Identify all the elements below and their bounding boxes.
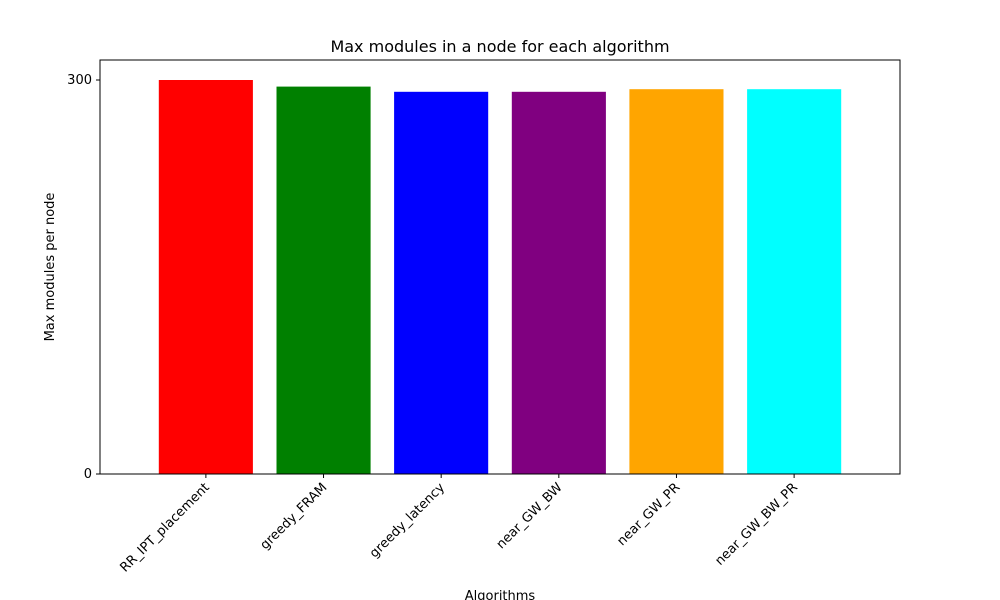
bars xyxy=(158,80,842,475)
plot-frame xyxy=(99,59,901,475)
chart-title: Max modules in a node for each algorithm xyxy=(330,37,669,56)
x-tick-label: near_GW_BW xyxy=(494,480,566,552)
bar-greedy_latency xyxy=(394,91,489,475)
bar-near_GW_BW_PR xyxy=(747,89,842,474)
y-tick-label: 300 xyxy=(67,73,92,88)
y-tick-label: 0 xyxy=(84,467,92,482)
x-tick-label: greedy_FRAM xyxy=(258,480,331,553)
bar-RR_IPT_placement xyxy=(158,80,253,474)
bar-near_GW_PR xyxy=(629,89,724,474)
bar-near_GW_BW xyxy=(511,91,606,475)
x-tick-label: greedy_latency xyxy=(367,480,448,561)
x-tick-label: near_GW_BW_PR xyxy=(712,480,801,569)
bar-greedy_FRAM xyxy=(276,86,371,474)
x-axis-label: Algorithms xyxy=(465,589,536,600)
y-axis: 0 300 xyxy=(67,73,100,482)
x-tick-label: near_GW_PR xyxy=(614,480,683,549)
x-tick-label: RR_IPT_placement xyxy=(117,480,212,575)
y-axis-label: Max modules per node xyxy=(43,193,58,342)
x-axis: RR_IPT_placement greedy_FRAM greedy_latenc… xyxy=(117,474,801,575)
